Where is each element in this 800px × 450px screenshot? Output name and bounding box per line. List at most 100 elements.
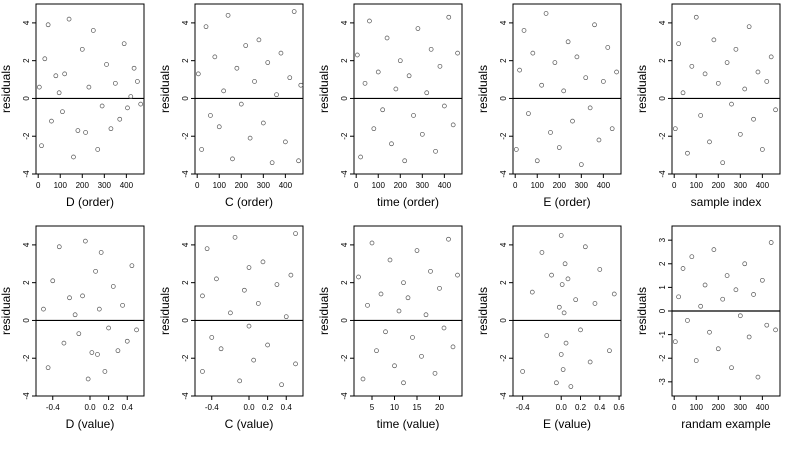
data-point [225,12,231,18]
x-tick-label: 20 [435,403,444,412]
data-point [419,353,424,359]
data-point [72,312,78,318]
data-point [274,92,279,98]
data-point [574,54,580,60]
y-tick-label: -4 [340,392,349,400]
residual-panel: -4 -2 0 2 4 0 100 200 300 400 E (order) residuals [476,3,622,209]
data-point [260,259,266,265]
data-point [396,308,402,314]
x-axis-title: C (order) [225,195,273,209]
data-point [561,88,567,94]
data-point [117,116,123,122]
x-tick-label: 0 [354,181,359,190]
y-tick-label: -2 [658,354,667,362]
y-tick-label: -2 [340,354,349,362]
data-point [288,272,294,278]
data-point [707,329,712,335]
x-tick-label: 100 [531,181,545,190]
x-tick-label: 400 [597,181,611,190]
data-point [83,130,88,135]
data-point [559,282,565,287]
data-point [720,296,726,302]
y-tick-label: 0 [499,318,508,323]
data-point [582,244,588,250]
data-point [563,340,569,346]
x-tick-label: 400 [756,181,770,190]
y-axis-title: residuals [0,65,13,113]
x-tick-label: 300 [257,181,271,190]
data-point [131,65,137,71]
x-tick-label: 200 [553,181,567,190]
data-point [265,60,271,65]
x-axis-title: E (value) [543,417,591,431]
y-tick-label: 4 [499,242,508,247]
residual-panel: -4 -2 0 2 4 0 100 200 300 400 time (order) residual… [317,3,463,209]
residual-panel: -4 -2 0 2 4 -0.4 0.0 0.2 0.4 D (value) residuals [0,225,145,431]
y-tick-label: -2 [181,132,190,140]
data-point [251,357,257,363]
data-point [246,265,252,270]
y-axis-title: residuals [0,287,13,335]
residual-panel: -4 -2 0 2 4 0 100 200 300 400 sample index residual… [635,3,781,209]
x-tick-label: 15 [413,403,422,412]
x-axis-title: D (order) [66,195,114,209]
data-point [296,158,301,164]
data-point [214,276,219,282]
data-point [135,79,140,84]
data-point [549,272,554,278]
y-axis-title: residuals [317,287,331,335]
data-point [203,24,209,30]
x-tick-label: 0.0 [243,403,255,412]
data-point [221,88,227,94]
data-point [260,120,266,126]
data-point [573,297,579,303]
data-point [375,69,381,75]
x-tick-label: 200 [76,181,90,190]
data-point [82,238,88,244]
data-point [414,248,420,253]
data-point [529,289,535,295]
data-point [36,84,42,90]
data-point [232,234,238,240]
data-point [397,58,403,64]
x-tick-label: 0 [672,403,677,412]
data-point [539,82,545,88]
data-point [384,35,390,41]
data-point [45,22,51,28]
data-point [49,118,54,124]
x-tick-label: 0 [672,181,677,190]
x-tick-label: 0.4 [122,403,134,412]
data-point [367,18,372,24]
data-point [241,287,247,293]
data-point [568,384,574,389]
data-point [715,346,721,352]
y-tick-label: -4 [22,392,31,400]
data-point [558,233,564,238]
x-tick-label: 0.2 [575,403,587,412]
data-point [433,148,438,154]
x-tick-label: 200 [394,181,408,190]
data-point [570,118,575,124]
data-point [278,50,284,56]
y-tick-label: 4 [340,20,349,25]
data-point [428,46,434,52]
data-point [517,67,522,73]
data-point [76,331,82,337]
x-tick-label: 0.2 [103,403,115,412]
data-point [562,261,568,267]
x-tick-label: 400 [756,403,770,412]
data-point [415,26,421,31]
data-point [246,323,252,329]
y-tick-label: 4 [658,20,667,25]
data-point [238,101,244,107]
y-tick-label: -4 [22,170,31,178]
data-point [446,236,451,242]
data-point [195,71,201,77]
data-point [450,122,456,128]
data-point [521,28,527,33]
data-point [129,263,135,269]
data-point [724,60,730,65]
data-point [755,69,761,75]
data-point [556,304,562,310]
